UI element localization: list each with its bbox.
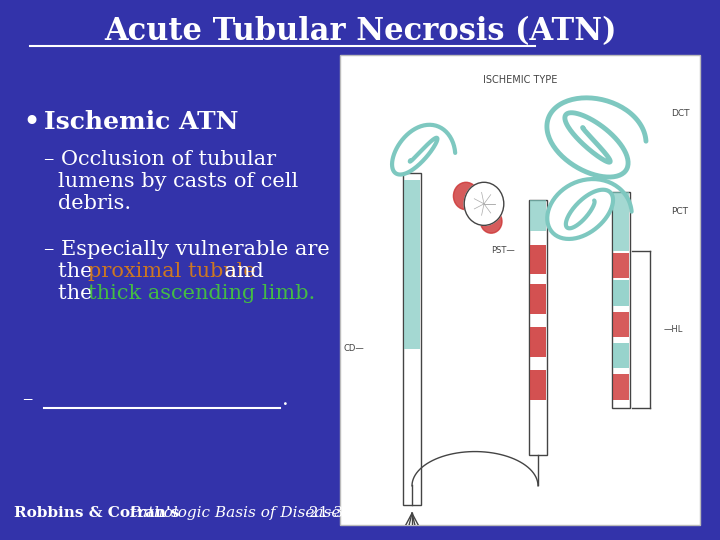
Text: 21-34: 21-34	[304, 506, 353, 520]
Text: –: –	[22, 390, 32, 409]
Text: Robbins & Cotran's: Robbins & Cotran's	[14, 506, 184, 520]
Text: Acute Tubular Necrosis (ATN): Acute Tubular Necrosis (ATN)	[104, 17, 616, 48]
FancyBboxPatch shape	[340, 55, 700, 525]
Text: the: the	[58, 262, 99, 281]
Bar	[613, 280, 629, 306]
Text: DCT: DCT	[671, 109, 690, 118]
Circle shape	[464, 183, 504, 225]
Text: debris.: debris.	[58, 194, 131, 213]
Text: PCT: PCT	[671, 207, 688, 216]
Bar	[530, 245, 546, 274]
FancyBboxPatch shape	[529, 200, 547, 455]
Circle shape	[454, 183, 479, 210]
FancyBboxPatch shape	[612, 192, 630, 408]
Text: CD—: CD—	[343, 345, 364, 353]
Text: ISCHEMIC TYPE: ISCHEMIC TYPE	[483, 75, 557, 85]
Bar	[613, 253, 629, 278]
Bar	[613, 374, 629, 400]
Circle shape	[480, 210, 502, 233]
Text: .: .	[282, 390, 289, 409]
Text: proximal tubule: proximal tubule	[88, 262, 256, 281]
Bar	[530, 284, 546, 314]
Text: —HL: —HL	[664, 325, 683, 334]
Text: •: •	[22, 108, 40, 139]
Bar	[530, 327, 546, 356]
Text: lumens by casts of cell: lumens by casts of cell	[58, 172, 298, 191]
Text: – Especially vulnerable are: – Especially vulnerable are	[44, 240, 330, 259]
Bar	[613, 343, 629, 368]
Bar	[530, 370, 546, 400]
Bar	[613, 192, 629, 251]
Text: the: the	[58, 284, 99, 303]
Bar	[613, 312, 629, 337]
Text: – Occlusion of tubular: – Occlusion of tubular	[44, 150, 276, 169]
Text: and: and	[218, 262, 264, 281]
FancyBboxPatch shape	[403, 172, 421, 505]
Text: Ischemic ATN: Ischemic ATN	[44, 110, 238, 134]
Bar	[530, 200, 546, 231]
Text: thick ascending limb.: thick ascending limb.	[88, 284, 315, 303]
Text: PST—: PST—	[491, 246, 515, 255]
Bar	[404, 180, 420, 349]
Text: Pathologic Basis of Disease: Pathologic Basis of Disease	[129, 506, 341, 520]
